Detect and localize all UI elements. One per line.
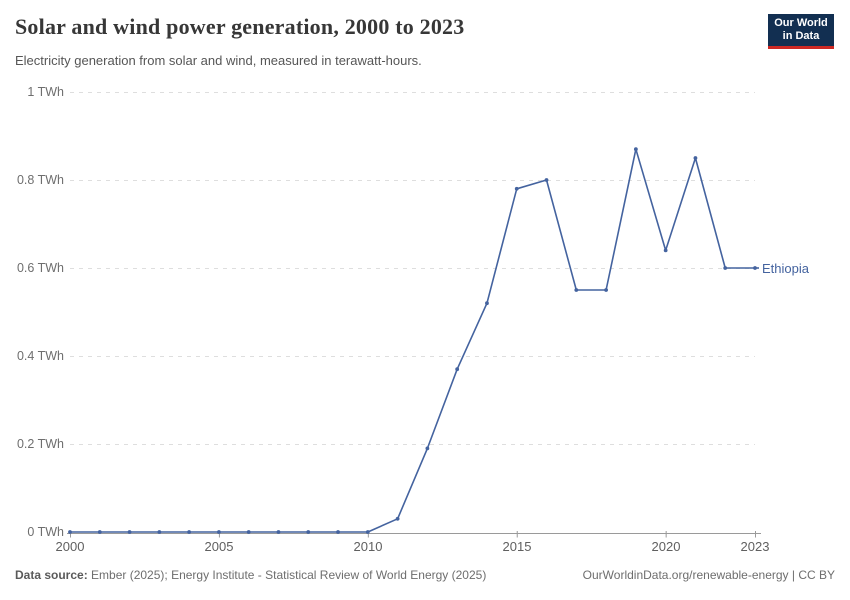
chart-title: Solar and wind power generation, 2000 to… — [15, 14, 465, 39]
owid-logo[interactable]: Our World in Data — [768, 14, 834, 49]
x-tick-label: 2020 — [651, 539, 681, 554]
y-tick-label: 0 TWh — [27, 525, 64, 539]
owid-url-license-link[interactable]: OurWorldinData.org/renewable-energy | CC… — [582, 568, 835, 582]
owid-logo-line2: in Data — [782, 30, 820, 42]
y-tick-label: 1 TWh — [27, 85, 64, 99]
chart-subtitle: Electricity generation from solar and wi… — [15, 53, 422, 68]
x-tick-label: 2010 — [353, 539, 383, 554]
series-end-label-ethiopia: Ethiopia — [762, 261, 809, 276]
y-tick-label: 0.2 TWh — [16, 437, 64, 451]
y-tick-label: 0.6 TWh — [16, 261, 64, 275]
data-source-prefix: Data source: — [15, 568, 88, 582]
data-source-note: Data source: Ember (2025); Energy Instit… — [15, 568, 486, 582]
x-tick-label: 2023 — [740, 539, 770, 554]
x-tick-label: 2005 — [204, 539, 234, 554]
x-tick-label: 2000 — [55, 539, 85, 554]
data-source-text: Ember (2025); Energy Institute - Statist… — [87, 568, 487, 582]
y-tick-label: 0.4 TWh — [16, 349, 64, 363]
chart-footer: Data source: Ember (2025); Energy Instit… — [15, 568, 835, 582]
y-tick-label: 0.8 TWh — [16, 173, 64, 187]
owid-logo-line1: Our World — [774, 17, 828, 29]
x-tick-label: 2015 — [502, 539, 532, 554]
